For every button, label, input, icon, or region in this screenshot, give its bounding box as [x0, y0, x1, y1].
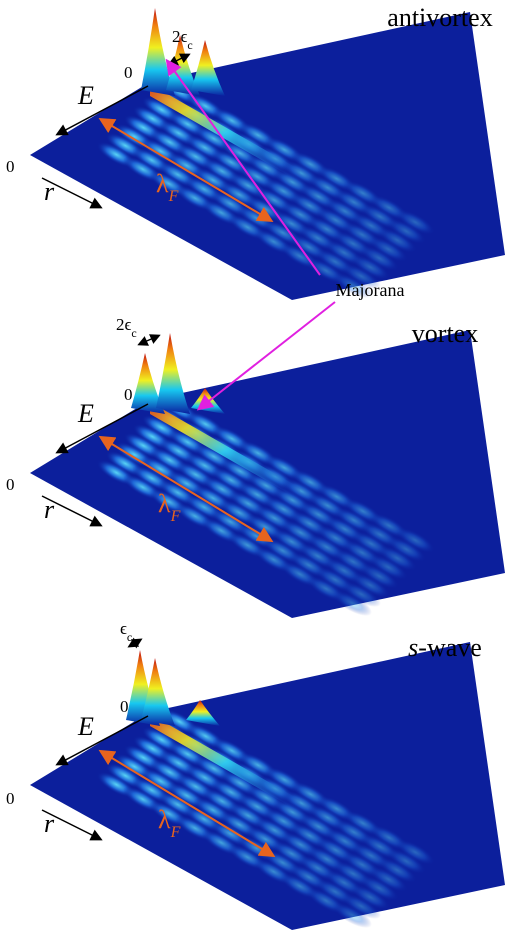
panel-title: vortex: [412, 319, 478, 348]
surface-ridge: [341, 893, 381, 919]
surface-ridge: [395, 527, 435, 553]
surface-ridge: [350, 572, 390, 598]
surface-ridge: [386, 536, 426, 562]
title-italic: s: [408, 633, 418, 662]
surface-ridge: [395, 209, 435, 235]
surface-ridge: [359, 563, 399, 589]
surface-ridge: [368, 236, 408, 262]
radius-axis: r: [44, 495, 55, 524]
radius-arrow: [41, 177, 103, 209]
gap-main: 2ϵ: [172, 27, 188, 46]
surfaces: [30, 8, 505, 930]
surface-ridge: [368, 866, 408, 892]
energy-axis: E: [77, 712, 94, 741]
surface-ridge: [386, 218, 426, 244]
panel: s-wave ϵc 0 E 0 r λF: [6, 619, 482, 858]
majorana-arrow: [165, 58, 321, 276]
wavelength-arrow: [98, 435, 274, 543]
gap-sub: c: [131, 326, 136, 340]
wavelength-sub: F: [168, 188, 179, 205]
panel-title: antivortex: [387, 3, 492, 32]
wavelength-label: λF: [158, 805, 181, 841]
surface-peak: [131, 353, 165, 414]
energy-arrow: [55, 715, 149, 766]
surface-peak: [141, 658, 175, 726]
energy-zero: 0: [124, 63, 133, 82]
surface-ridge: [350, 254, 390, 280]
surface-ridge: [386, 848, 426, 874]
gap-label: 2ϵc: [116, 315, 137, 340]
majorana-arrow: [196, 301, 336, 411]
surface-ridge: [368, 554, 408, 580]
energy-arrow: [55, 85, 149, 136]
wavelength-main: λ: [158, 489, 171, 518]
panel: vortex 2ϵc 0 E 0 r λF: [6, 315, 478, 543]
wavelength-sub: F: [170, 508, 181, 525]
title-rest: -wave: [418, 633, 482, 662]
surface-ridge: [359, 245, 399, 271]
surface-ridge: [341, 263, 381, 289]
radius-zero: 0: [6, 157, 15, 176]
surface-ridge: [332, 902, 372, 928]
surface-ridge: [350, 884, 390, 910]
gap-sub: c: [187, 38, 192, 52]
surface-ridge: [332, 590, 372, 616]
wavelength-main: λ: [156, 169, 169, 198]
surface-peak: [191, 40, 225, 96]
wavelength-arrow: [98, 117, 274, 223]
panel: antivortex 2ϵc 0 E 0 r λF: [6, 3, 493, 223]
surface-peak: [186, 700, 220, 726]
surface-ridge: [377, 227, 417, 253]
surface-ridge: [377, 857, 417, 883]
radius-axis: r: [44, 809, 55, 838]
wavelength-label: λF: [158, 489, 181, 525]
gap-label: ϵc: [120, 619, 132, 644]
wavelength-arrow: [98, 749, 276, 858]
radius-zero: 0: [6, 475, 15, 494]
gap-arrow: [127, 637, 143, 649]
surface-ridge: [341, 581, 381, 607]
annotation: Majorana: [336, 280, 405, 300]
wavelength-label: λF: [156, 169, 179, 205]
energy-zero: 0: [120, 697, 129, 716]
energy-zero: 0: [124, 385, 133, 404]
gap-sub: c: [127, 630, 132, 644]
surface-ridge: [359, 875, 399, 901]
radius-arrow: [41, 809, 103, 841]
gap-label: 2ϵc: [172, 27, 193, 52]
surface-ridge: [377, 545, 417, 571]
gap-main: ϵ: [120, 619, 127, 638]
gap-arrow: [137, 334, 161, 346]
wavelength-sub: F: [170, 824, 181, 841]
radius-axis: r: [44, 177, 55, 206]
surface-ridge: [395, 839, 435, 865]
energy-axis: E: [77, 81, 94, 110]
energy-axis: E: [77, 399, 94, 428]
radius-zero: 0: [6, 789, 15, 808]
surface-ridge: [332, 272, 372, 298]
energy-arrow: [55, 403, 149, 454]
surface-peak: [156, 333, 190, 414]
wavelength-main: λ: [158, 805, 171, 834]
surface-peak: [166, 35, 200, 96]
radius-arrow: [41, 495, 103, 527]
panel-title: s-wave: [408, 633, 482, 662]
gap-main: 2ϵ: [116, 315, 132, 334]
